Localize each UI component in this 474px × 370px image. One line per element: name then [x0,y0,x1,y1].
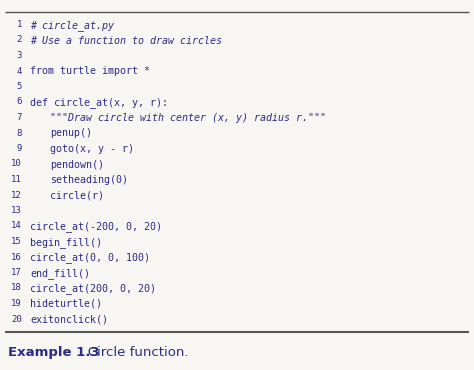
Text: 20: 20 [11,314,22,323]
Text: 15: 15 [11,237,22,246]
Text: 10: 10 [11,159,22,168]
Text: 5: 5 [17,82,22,91]
Text: hideturtle(): hideturtle() [30,299,102,309]
Text: begin_fill(): begin_fill() [30,237,102,248]
Text: pendown(): pendown() [50,159,104,169]
Text: circle(r): circle(r) [50,191,104,201]
Text: setheading(0): setheading(0) [50,175,128,185]
Text: """Draw circle with center (x, y) radius r.""": """Draw circle with center (x, y) radius… [50,113,326,123]
Text: 8: 8 [17,128,22,138]
Text: from turtle import *: from turtle import * [30,67,150,77]
Text: 14: 14 [11,222,22,231]
Text: 17: 17 [11,268,22,277]
Text: # Use a function to draw circles: # Use a function to draw circles [30,36,222,46]
Text: circle_at(-200, 0, 20): circle_at(-200, 0, 20) [30,222,162,232]
Text: 19: 19 [11,299,22,308]
Text: 16: 16 [11,252,22,262]
Text: # circle_at.py: # circle_at.py [30,20,114,31]
Text: Example 1.3: Example 1.3 [8,346,100,359]
Text: 3: 3 [17,51,22,60]
Text: 2: 2 [17,36,22,44]
Text: 4: 4 [17,67,22,75]
Text: 18: 18 [11,283,22,293]
Text: 13: 13 [11,206,22,215]
Text: circle_at(0, 0, 100): circle_at(0, 0, 100) [30,252,150,263]
Text: def circle_at(x, y, r):: def circle_at(x, y, r): [30,98,168,108]
Text: Circle function.: Circle function. [75,346,189,359]
Text: circle_at(200, 0, 20): circle_at(200, 0, 20) [30,283,156,295]
Text: penup(): penup() [50,128,92,138]
Text: 6: 6 [17,98,22,107]
Text: 1: 1 [17,20,22,29]
Text: goto(x, y - r): goto(x, y - r) [50,144,134,154]
Text: 9: 9 [17,144,22,153]
Text: 12: 12 [11,191,22,199]
Text: 7: 7 [17,113,22,122]
Text: 11: 11 [11,175,22,184]
Text: end_fill(): end_fill() [30,268,90,279]
Text: exitonclick(): exitonclick() [30,314,108,324]
